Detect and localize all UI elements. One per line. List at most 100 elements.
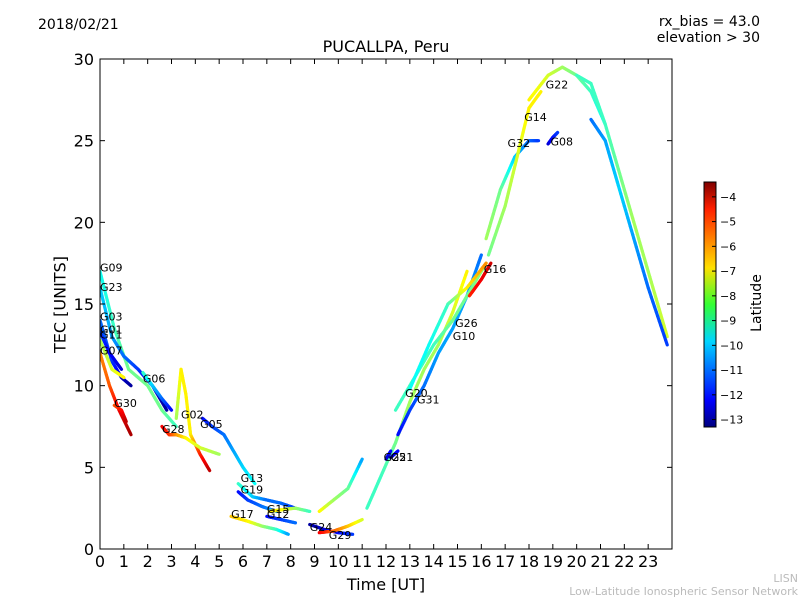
series-segment-G21 xyxy=(395,449,400,454)
satellite-label-G16: G16 xyxy=(484,263,507,276)
series-G16 xyxy=(467,261,493,298)
satellite-label-G12: G12 xyxy=(267,508,290,521)
series-G09 xyxy=(100,269,178,429)
series-G11 xyxy=(100,338,126,380)
y-tick-label: 30 xyxy=(74,50,94,69)
credit: LISN Low-Latitude Ionospheric Sensor Net… xyxy=(569,572,798,598)
series-segment-G11 xyxy=(121,375,126,380)
x-tick-label: 5 xyxy=(214,552,224,571)
series-G18 xyxy=(317,457,364,514)
x-tick-label: 4 xyxy=(190,552,200,571)
x-tick-label: 2 xyxy=(143,552,153,571)
satellite-label-G20: G20 xyxy=(405,387,428,400)
satellite-label-G19: G19 xyxy=(241,483,264,496)
x-tick-label: 1 xyxy=(119,552,129,571)
satellite-label-G25: G25 xyxy=(384,451,407,464)
satellite-label-G21: G21 xyxy=(391,451,414,464)
plot-frame xyxy=(99,58,673,550)
series-G06 xyxy=(141,371,174,412)
series-G30 xyxy=(112,403,128,424)
x-tick-label: 0 xyxy=(95,552,105,571)
series-G21 xyxy=(389,449,400,460)
colorbar-tick-label: −12 xyxy=(720,389,743,402)
credit-short: LISN xyxy=(773,572,798,585)
satellite-label-G02: G02 xyxy=(181,408,204,421)
series-segment-G29 xyxy=(359,517,364,522)
satellite-label-G01: G01 xyxy=(100,323,123,336)
satellite-label-G15: G15 xyxy=(267,503,290,516)
series-segment-G14 xyxy=(538,90,543,95)
x-tick-label: 10 xyxy=(328,552,348,571)
series-G17 xyxy=(229,514,290,536)
series-G25 xyxy=(384,449,393,461)
series-G14 xyxy=(486,90,543,257)
satellite-label-G07: G07 xyxy=(100,345,123,358)
y-tick-label: 5 xyxy=(84,458,94,477)
series-G08 xyxy=(546,130,560,146)
satellite-label-G22: G22 xyxy=(546,78,569,91)
series-G28 xyxy=(160,424,221,456)
satellite-label-G17: G17 xyxy=(231,508,254,521)
colorbar-ticks: −4 −5 −6 −7 −8 −9 −10 −11 −12 −13 xyxy=(712,191,743,427)
satellite-label-G28: G28 xyxy=(162,423,185,436)
x-tick-label: 20 xyxy=(566,552,586,571)
satellite-label-G32: G32 xyxy=(508,137,531,150)
x-tick-label: 18 xyxy=(519,552,539,571)
colorbar-tick-label: −11 xyxy=(720,364,743,377)
x-tick-label: 16 xyxy=(471,552,491,571)
satellite-label-G23: G23 xyxy=(100,281,123,294)
series-segment-G20 xyxy=(464,269,469,277)
x-tick-label: 9 xyxy=(309,552,319,571)
colorbar-tick-label: −13 xyxy=(720,414,743,427)
x-tick-label: 22 xyxy=(614,552,634,571)
x-tick-label: 11 xyxy=(352,552,372,571)
series-G15 xyxy=(267,506,312,514)
series-segment-G06 xyxy=(169,407,174,412)
series-segment-G23 xyxy=(163,406,169,412)
series-segment-G31 xyxy=(478,253,483,261)
x-tick-label: 19 xyxy=(543,552,563,571)
axes: 0 1 2 3 4 5 6 7 8 9 10 11 12 13 14 15 16 17 18 19 20 21 22 2305… xyxy=(74,50,672,571)
colorbar-tick-label: −5 xyxy=(720,216,736,229)
series-segment-G28 xyxy=(215,452,221,456)
series-segment-G09 xyxy=(173,423,178,429)
colorbar-tick-label: −8 xyxy=(720,290,736,303)
rx-bias-label: rx_bias = 43.0 xyxy=(658,14,760,30)
series-G29 xyxy=(317,517,364,535)
x-tick-label: 15 xyxy=(447,552,467,571)
series-G27 xyxy=(575,73,669,339)
series-segment-G03 xyxy=(128,383,133,388)
satellite-labels: G09G23G03G01G11G07G06G30G02G05G28G13G19G… xyxy=(100,78,573,542)
series-segment-G02 xyxy=(207,467,212,473)
satellite-label-G08: G08 xyxy=(550,136,573,149)
y-tick-label: 0 xyxy=(84,540,94,559)
x-tick-label: 12 xyxy=(376,552,396,571)
x-tick-label: 13 xyxy=(400,552,420,571)
y-tick-label: 15 xyxy=(74,295,94,314)
colorbar xyxy=(703,181,717,428)
colorbar-tick-label: −9 xyxy=(720,315,736,328)
satellite-label-G30: G30 xyxy=(114,397,137,410)
series-segment-G04 xyxy=(664,338,669,347)
series-segment-G07 xyxy=(128,431,133,437)
satellite-label-G10: G10 xyxy=(453,330,476,343)
satellite-label-G29: G29 xyxy=(329,529,352,542)
x-tick-label: 3 xyxy=(166,552,176,571)
satellite-label-G26: G26 xyxy=(455,317,478,330)
y-tick-label: 25 xyxy=(74,132,94,151)
x-tick-label: 17 xyxy=(495,552,515,571)
chart-date: 2018/02/21 xyxy=(38,17,119,33)
x-tick-label: 23 xyxy=(638,552,658,571)
series-segment-G05 xyxy=(252,480,257,486)
satellite-label-G24: G24 xyxy=(310,521,333,534)
series-G26 xyxy=(408,261,488,391)
satellite-label-G14: G14 xyxy=(524,111,547,124)
series-segment-G18 xyxy=(359,457,364,464)
series-segment-G16 xyxy=(488,261,493,267)
series-G32 xyxy=(484,139,541,241)
series-G04 xyxy=(589,117,669,347)
series-segment-G26 xyxy=(482,261,488,267)
x-tick-label: 14 xyxy=(423,552,443,571)
x-axis-label: Time [UT] xyxy=(346,575,426,594)
